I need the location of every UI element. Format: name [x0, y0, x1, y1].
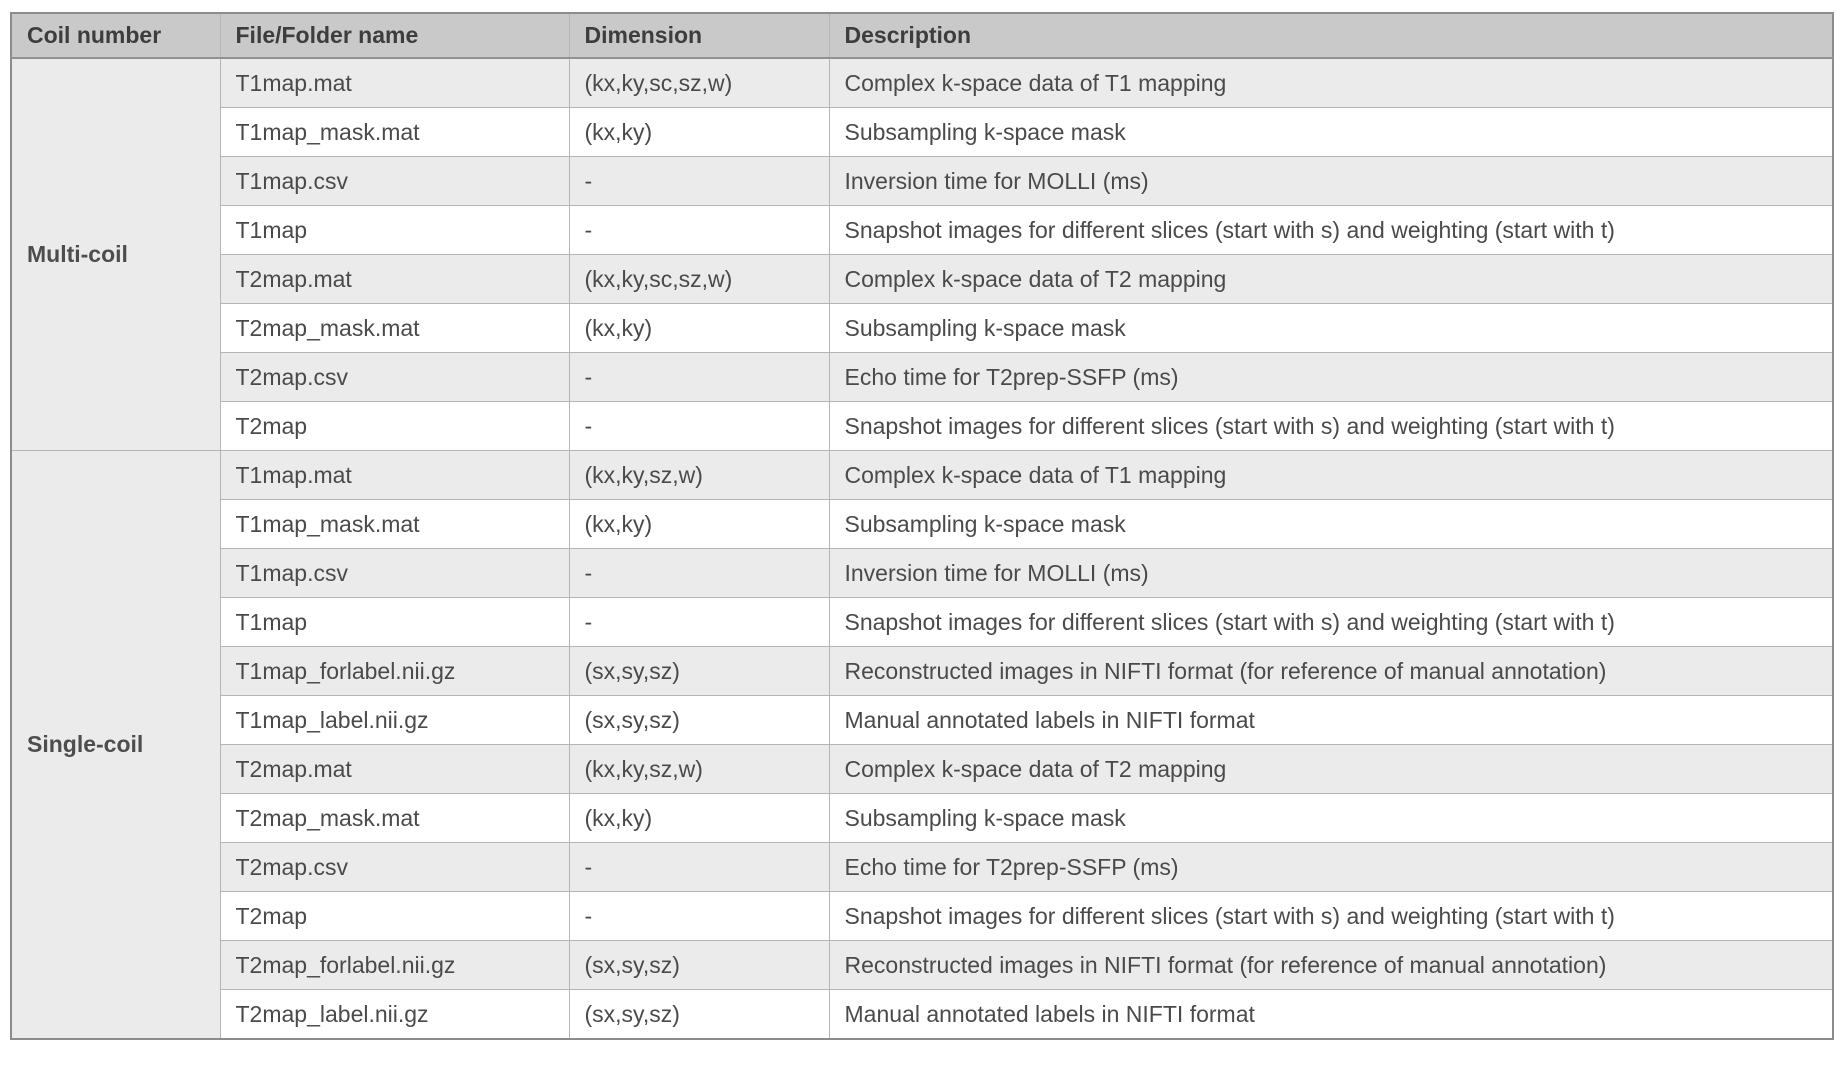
table-row: T1map - Snapshot images for different sl… — [11, 205, 1834, 255]
file-name-cell: T1map_mask.mat — [219, 107, 570, 157]
file-name-cell: T1map.csv — [219, 548, 570, 598]
description-cell: Snapshot images for different slices (st… — [828, 205, 1834, 255]
dimension-cell: - — [568, 401, 830, 451]
dimension-cell: - — [568, 842, 830, 892]
table-row: T1map_label.nii.gz (sx,sy,sz) Manual ann… — [11, 695, 1834, 745]
description-cell: Subsampling k-space mask — [828, 499, 1834, 549]
file-name-cell: T1map.mat — [219, 450, 570, 500]
description-cell: Reconstructed images in NIFTI format (fo… — [828, 646, 1834, 696]
dimension-cell: - — [568, 597, 830, 647]
file-name-cell: T1map_mask.mat — [219, 499, 570, 549]
table-row: T1map - Snapshot images for different sl… — [11, 597, 1834, 647]
table-row: T2map_mask.mat (kx,ky) Subsampling k-spa… — [11, 793, 1834, 843]
table-row: T1map.csv - Inversion time for MOLLI (ms… — [11, 548, 1834, 598]
dimension-cell: (kx,ky,sc,sz,w) — [568, 57, 830, 108]
file-name-cell: T1map.csv — [219, 156, 570, 206]
col-header-description: Description — [828, 12, 1834, 59]
table-row: T2map.csv - Echo time for T2prep-SSFP (m… — [11, 842, 1834, 892]
dimension-cell: - — [568, 548, 830, 598]
table-row: T1map.csv - Inversion time for MOLLI (ms… — [11, 156, 1834, 206]
dimension-cell: - — [568, 891, 830, 941]
dimension-cell: (sx,sy,sz) — [568, 989, 830, 1040]
table-row: Multi-coil T1map.mat (kx,ky,sc,sz,w) Com… — [10, 57, 1834, 451]
file-name-cell: T2map.mat — [219, 744, 570, 794]
description-cell: Complex k-space data of T1 mapping — [828, 450, 1834, 500]
description-cell: Subsampling k-space mask — [828, 107, 1834, 157]
description-cell: Echo time for T2prep-SSFP (ms) — [828, 352, 1834, 402]
dimension-cell: - — [568, 352, 830, 402]
dimension-cell: (kx,ky) — [568, 793, 830, 843]
table-row: T2map.csv - Echo time for T2prep-SSFP (m… — [11, 352, 1834, 402]
description-cell: Echo time for T2prep-SSFP (ms) — [828, 842, 1834, 892]
dimension-cell: (kx,ky) — [568, 499, 830, 549]
dimension-cell: (sx,sy,sz) — [568, 646, 830, 696]
description-cell: Snapshot images for different slices (st… — [828, 891, 1834, 941]
file-name-cell: T2map.mat — [219, 254, 570, 304]
header-row: Coil number File/Folder name Dimension D… — [10, 12, 1834, 59]
file-name-cell: T2map — [219, 401, 570, 451]
file-name-cell: T2map — [219, 891, 570, 941]
description-cell: Complex k-space data of T2 mapping — [828, 744, 1834, 794]
dimension-cell: (sx,sy,sz) — [568, 695, 830, 745]
table-row: T2map.mat (kx,ky,sz,w) Complex k-space d… — [11, 744, 1834, 794]
file-name-cell: T2map.csv — [219, 842, 570, 892]
col-header-dimension: Dimension — [568, 12, 830, 59]
file-name-cell: T1map_label.nii.gz — [219, 695, 570, 745]
file-name-cell: T2map_mask.mat — [219, 793, 570, 843]
table-row: T2map_label.nii.gz (sx,sy,sz) Manual ann… — [11, 989, 1834, 1040]
table-row: T1map_forlabel.nii.gz (sx,sy,sz) Reconst… — [11, 646, 1834, 696]
table-row: Single-coil T1map.mat (kx,ky,sz,w) Compl… — [10, 450, 1834, 1040]
description-cell: Inversion time for MOLLI (ms) — [828, 156, 1834, 206]
table-row: T2map_forlabel.nii.gz (sx,sy,sz) Reconst… — [11, 940, 1834, 990]
description-cell: Snapshot images for different slices (st… — [828, 597, 1834, 647]
dimension-cell: (kx,ky,sz,w) — [568, 744, 830, 794]
dimension-cell: (kx,ky) — [568, 107, 830, 157]
description-cell: Snapshot images for different slices (st… — [828, 401, 1834, 451]
description-cell: Reconstructed images in NIFTI format (fo… — [828, 940, 1834, 990]
description-cell: Subsampling k-space mask — [828, 303, 1834, 353]
dimension-cell: (kx,ky,sc,sz,w) — [568, 254, 830, 304]
file-name-cell: T2map_forlabel.nii.gz — [219, 940, 570, 990]
table-row: T2map_mask.mat (kx,ky) Subsampling k-spa… — [11, 303, 1834, 353]
dimension-cell: (kx,ky) — [568, 303, 830, 353]
description-cell: Complex k-space data of T2 mapping — [828, 254, 1834, 304]
file-name-cell: T1map.mat — [219, 57, 570, 108]
dimension-cell: - — [568, 205, 830, 255]
col-header-file-folder-name: File/Folder name — [219, 12, 570, 59]
table-row: T2map - Snapshot images for different sl… — [11, 401, 1834, 451]
table-row: T2map.mat (kx,ky,sc,sz,w) Complex k-spac… — [11, 254, 1834, 304]
file-name-cell: T2map_label.nii.gz — [219, 989, 570, 1040]
description-cell: Subsampling k-space mask — [828, 793, 1834, 843]
table-row: T1map_mask.mat (kx,ky) Subsampling k-spa… — [11, 499, 1834, 549]
file-name-cell: T1map_forlabel.nii.gz — [219, 646, 570, 696]
coil-group-single-cell: Single-coil — [10, 450, 221, 1040]
coil-group-multi-cell: Multi-coil — [10, 57, 221, 451]
col-header-coil-number: Coil number — [10, 12, 221, 59]
description-cell: Complex k-space data of T1 mapping — [828, 57, 1834, 108]
dataset-file-table: Coil number File/Folder name Dimension D… — [10, 12, 1834, 1040]
file-name-cell: T2map.csv — [219, 352, 570, 402]
file-name-cell: T2map_mask.mat — [219, 303, 570, 353]
table-row: T2map - Snapshot images for different sl… — [11, 891, 1834, 941]
dimension-cell: (sx,sy,sz) — [568, 940, 830, 990]
dimension-cell: (kx,ky,sz,w) — [568, 450, 830, 500]
file-name-cell: T1map — [219, 205, 570, 255]
dimension-cell: - — [568, 156, 830, 206]
description-cell: Manual annotated labels in NIFTI format — [828, 695, 1834, 745]
table-row: T1map_mask.mat (kx,ky) Subsampling k-spa… — [11, 107, 1834, 157]
description-cell: Manual annotated labels in NIFTI format — [828, 989, 1834, 1040]
file-name-cell: T1map — [219, 597, 570, 647]
description-cell: Inversion time for MOLLI (ms) — [828, 548, 1834, 598]
